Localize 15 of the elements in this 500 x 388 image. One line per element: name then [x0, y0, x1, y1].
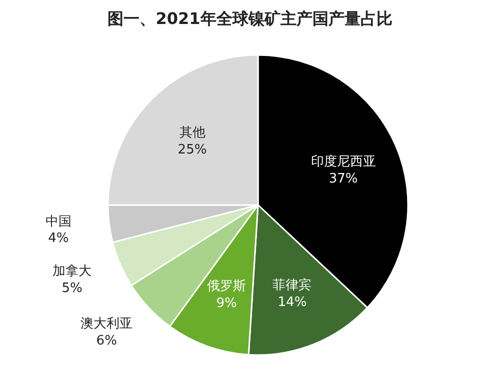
chart-title: 图一、2021年全球镍矿主产国产量占比 — [108, 9, 392, 28]
data-label: 5% — [62, 280, 82, 296]
slice-label: 印度尼西亚 — [310, 153, 376, 170]
slice-label: 俄罗斯 — [206, 278, 246, 294]
data-label: 6% — [96, 334, 117, 349]
slice-label: 中国 — [45, 214, 72, 230]
data-label: 4% — [48, 231, 69, 246]
data-label: 14% — [278, 294, 307, 310]
slice-label: 澳大利亚 — [80, 316, 133, 332]
slice-label: 其他 — [179, 126, 206, 141]
data-label: 9% — [216, 296, 237, 311]
slice-label: 菲律宾 — [272, 276, 312, 293]
slice-label: 加拿大 — [52, 264, 92, 280]
data-label: 37% — [328, 171, 358, 186]
data-label: 25% — [178, 142, 207, 158]
